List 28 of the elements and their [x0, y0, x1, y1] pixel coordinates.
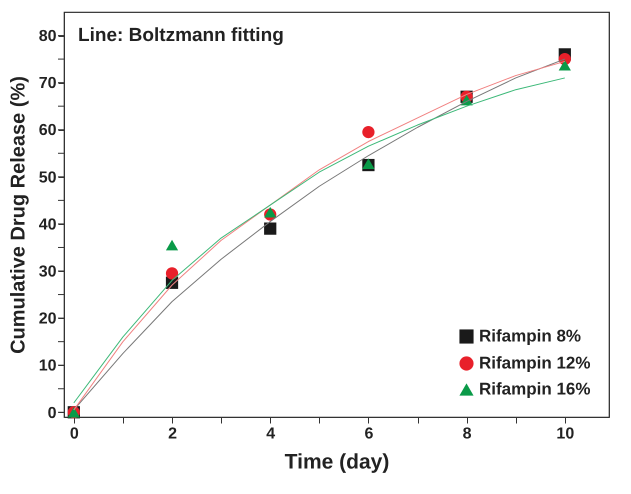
point	[166, 240, 178, 250]
y-tick-label: 20	[38, 310, 57, 328]
y-tick-label: 40	[38, 216, 57, 234]
y-tick-label: 30	[38, 264, 57, 281]
x-tick-label: 8	[462, 426, 472, 442]
point	[264, 206, 276, 218]
y-tick-label: 10	[38, 358, 57, 375]
legend-label: Rifampin 12%	[479, 354, 590, 372]
y-tick-label: 80	[38, 28, 57, 46]
y-tick-label: 70	[38, 75, 57, 92]
point	[362, 126, 375, 138]
y-tick-label: 50	[38, 169, 57, 186]
legend-label: Rifampin 8%	[479, 326, 582, 346]
x-tick-label: 10	[556, 426, 574, 442]
x-tick-label: 4	[266, 426, 276, 442]
point	[166, 267, 178, 280]
x-tick-label: 0	[70, 426, 79, 442]
annotation: Line: Boltzmann fitting	[78, 25, 284, 46]
x-tick-label: 6	[364, 426, 374, 442]
x-tick-label: 2	[168, 426, 178, 442]
y-tick-label: 0	[48, 404, 57, 422]
legend-label: Rifampin 16%	[479, 380, 590, 398]
point	[264, 222, 276, 235]
y-axis-title: Cumulative Drug Release (%)	[8, 76, 30, 354]
y-tick-label: 60	[38, 122, 57, 140]
point	[558, 60, 571, 71]
point	[362, 158, 375, 169]
x-axis-title: Time (day)	[284, 450, 390, 474]
